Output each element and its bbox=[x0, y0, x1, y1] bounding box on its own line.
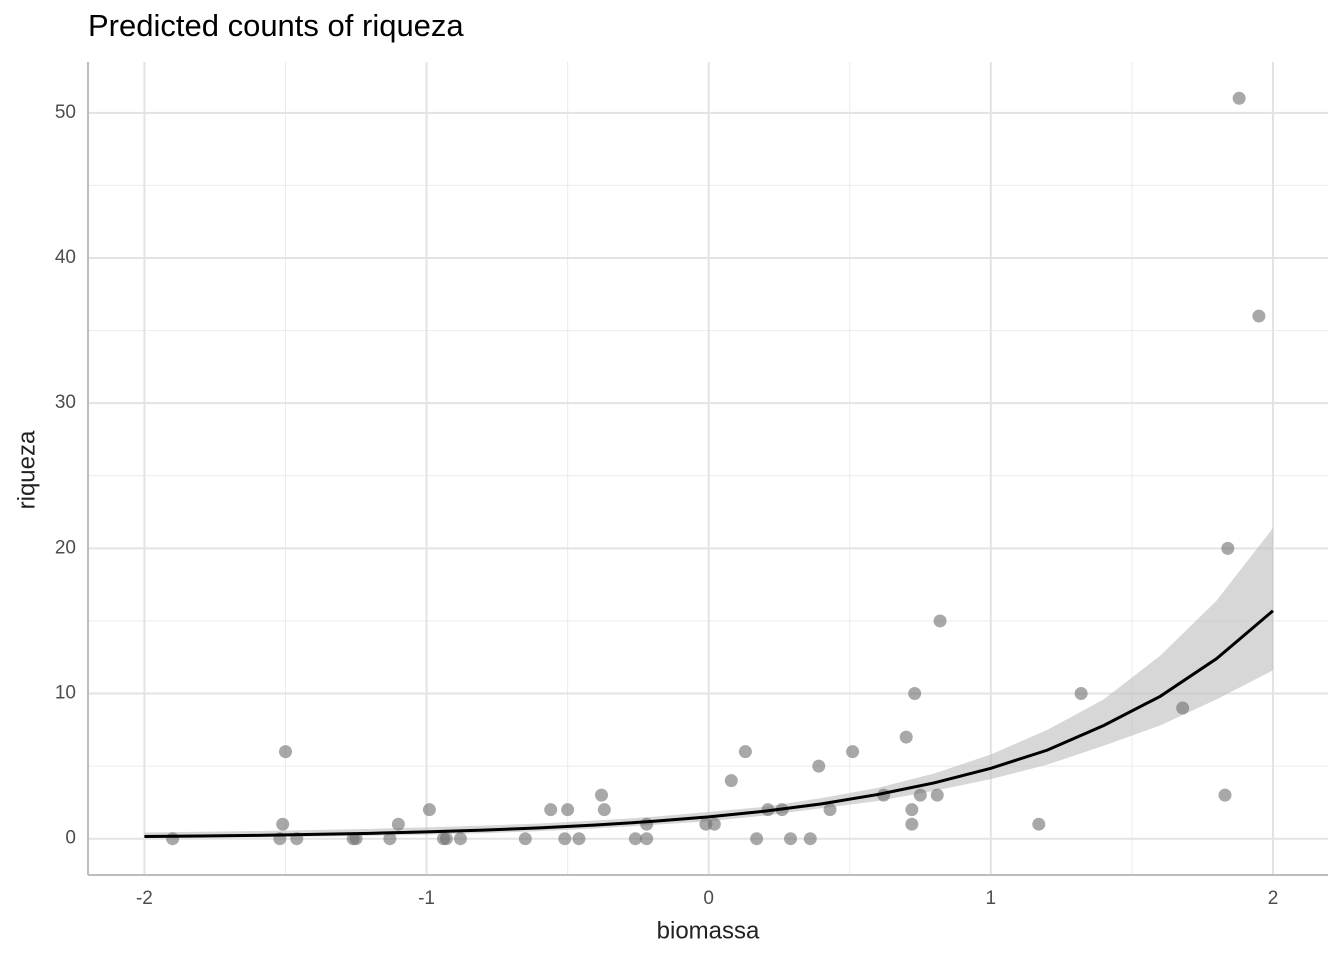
data-point bbox=[276, 817, 290, 831]
data-point bbox=[846, 745, 860, 759]
data-point bbox=[628, 832, 642, 846]
data-point bbox=[899, 730, 913, 744]
data-point bbox=[572, 832, 586, 846]
data-point bbox=[544, 803, 558, 817]
data-point bbox=[908, 687, 922, 701]
y-tick-label: 20 bbox=[55, 537, 76, 558]
data-point bbox=[913, 788, 927, 802]
data-point bbox=[707, 817, 721, 831]
data-point bbox=[905, 803, 919, 817]
data-point bbox=[594, 788, 608, 802]
y-axis-label: riqueza bbox=[13, 430, 40, 509]
data-point bbox=[803, 832, 817, 846]
chart-title: Predicted counts of riqueza bbox=[88, 8, 464, 43]
x-axis-label: biomassa bbox=[657, 917, 760, 944]
data-point bbox=[930, 788, 944, 802]
data-point bbox=[1232, 91, 1246, 105]
data-point bbox=[738, 745, 752, 759]
y-tick-label: 50 bbox=[55, 102, 76, 123]
data-point bbox=[278, 745, 292, 759]
data-point bbox=[784, 832, 798, 846]
data-point bbox=[1218, 788, 1232, 802]
data-point bbox=[750, 832, 764, 846]
x-tick-label: 0 bbox=[703, 888, 714, 909]
x-tick-label: -2 bbox=[136, 888, 153, 909]
x-tick-label: -1 bbox=[418, 888, 435, 909]
data-point bbox=[439, 832, 453, 846]
data-point bbox=[391, 817, 405, 831]
data-point bbox=[640, 817, 654, 831]
data-point bbox=[561, 803, 575, 817]
data-point bbox=[933, 614, 947, 628]
data-point bbox=[640, 832, 654, 846]
y-tick-label: 40 bbox=[55, 247, 76, 268]
data-point bbox=[1176, 701, 1190, 715]
y-tick-label: 10 bbox=[55, 683, 76, 704]
data-point bbox=[1252, 309, 1266, 323]
data-point bbox=[453, 832, 467, 846]
confidence-band bbox=[144, 528, 1273, 838]
data-point bbox=[905, 817, 919, 831]
x-tick-label: 2 bbox=[1268, 888, 1279, 909]
data-point bbox=[1221, 541, 1235, 555]
fit-line bbox=[144, 609, 1274, 839]
data-point bbox=[823, 803, 837, 817]
x-tick-label: 1 bbox=[986, 888, 997, 909]
data-point bbox=[812, 759, 826, 773]
data-point bbox=[1074, 687, 1088, 701]
data-point bbox=[422, 803, 436, 817]
data-point bbox=[724, 774, 738, 788]
data-point bbox=[558, 832, 572, 846]
data-point bbox=[349, 832, 363, 846]
data-point bbox=[383, 832, 397, 846]
data-point bbox=[1032, 817, 1046, 831]
y-tick-label: 30 bbox=[55, 392, 76, 413]
data-point bbox=[597, 803, 611, 817]
data-point bbox=[166, 832, 180, 846]
data-point bbox=[518, 832, 532, 846]
y-tick-label: 0 bbox=[65, 828, 76, 849]
